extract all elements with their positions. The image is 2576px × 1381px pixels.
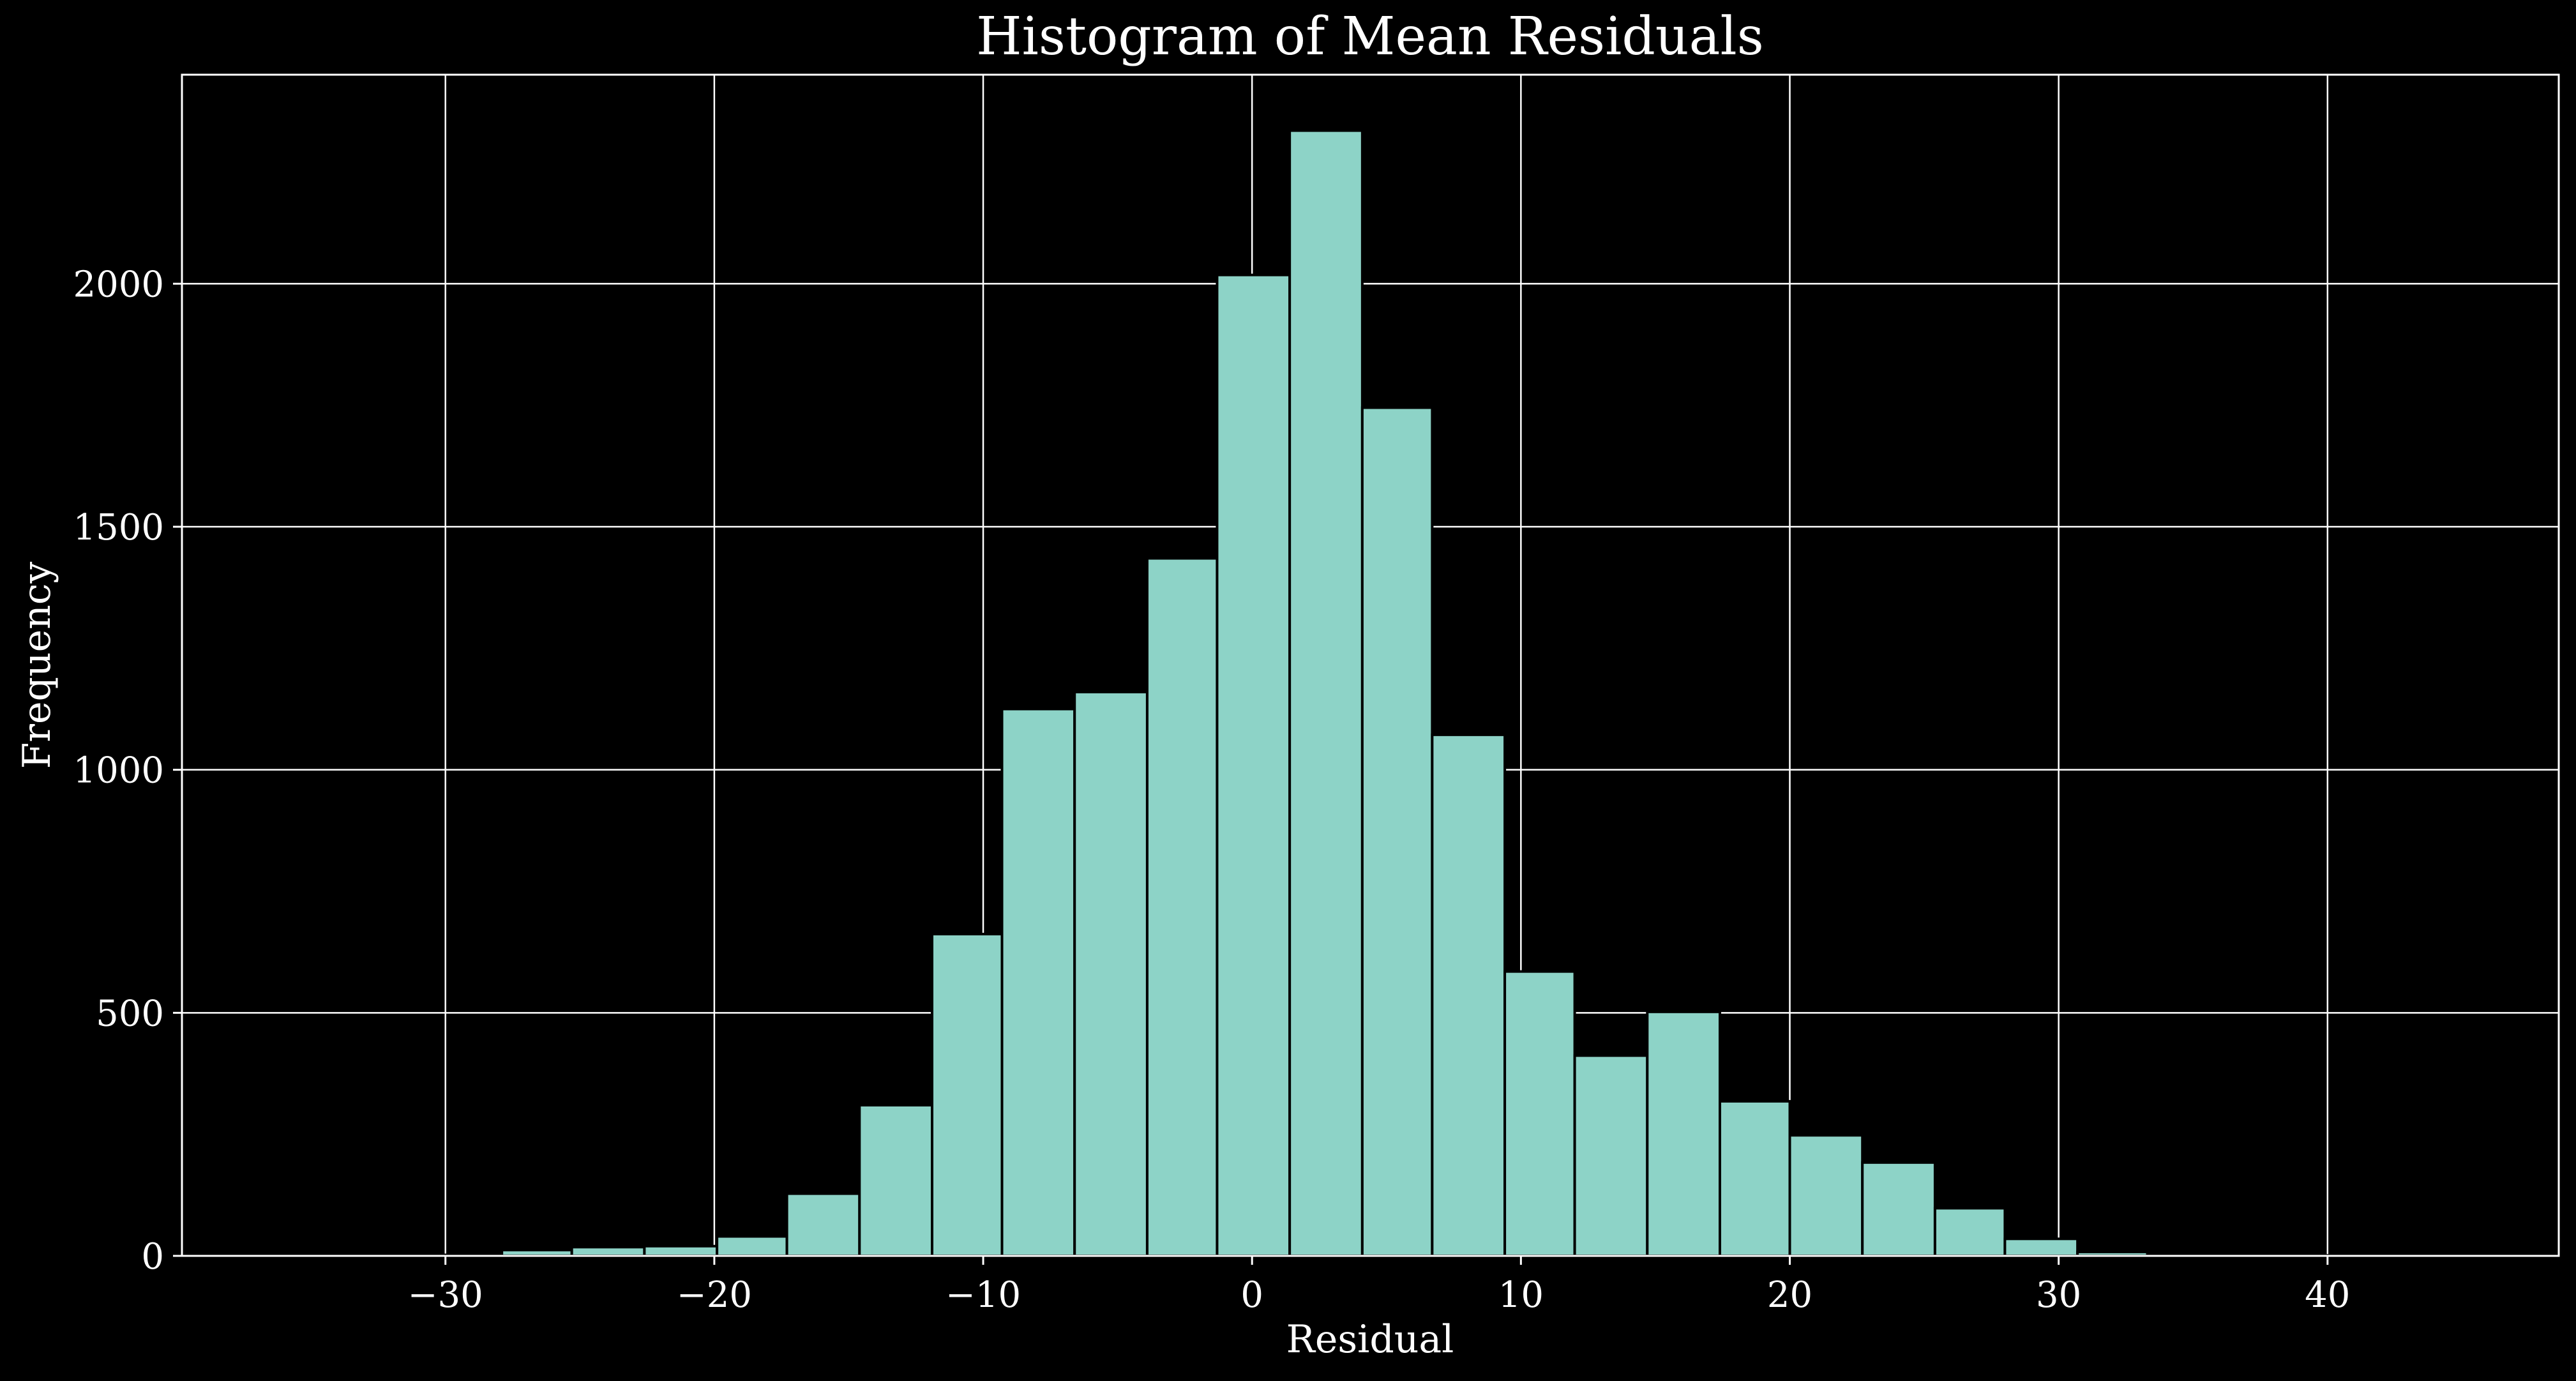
histogram-bar [1145,557,1219,1258]
histogram-bar [643,1244,719,1258]
y-tick-label: 0 [141,1236,164,1278]
y-tick-label: 500 [96,993,164,1034]
histogram-bar [858,1103,934,1258]
y-tick-label: 1000 [73,750,164,792]
histogram-bar [1788,1134,1864,1257]
x-tick-label: −30 [408,1274,483,1316]
histogram-bar [1431,733,1507,1257]
y-axis-ticks: 0 500 1000 1500 2000 [73,264,182,1278]
histogram-bar [716,1235,788,1258]
histogram-bar [1216,273,1292,1257]
histogram-bar [1000,707,1076,1258]
x-tick-label: 0 [1240,1274,1263,1316]
x-tick-label: 10 [1498,1274,1544,1316]
chart-title: Histogram of Mean Residuals [976,6,1764,67]
histogram-bars [285,129,2437,1258]
histogram-bar [1719,1099,1791,1258]
histogram-bar [2003,1237,2079,1257]
histogram-bar [1573,1054,1649,1257]
histogram-bar [1073,690,1149,1257]
x-axis-ticks: −30 −20 −10 0 10 20 30 40 [408,1256,2350,1316]
histogram-bar [570,1246,646,1257]
x-tick-label: 30 [2036,1274,2081,1316]
y-axis-label: Frequency [15,562,59,769]
y-tick-label: 2000 [73,264,164,305]
x-tick-label: −10 [945,1274,1021,1316]
histogram-bar [785,1192,861,1257]
y-tick-label: 1500 [73,507,164,548]
histogram-bar [1861,1161,1936,1257]
histogram-bar [1503,970,1576,1257]
x-tick-label: 20 [1767,1274,1812,1316]
plot-frame [181,73,2560,1257]
x-tick-label: −20 [677,1274,752,1316]
histogram-bar [1933,1207,2007,1258]
histogram-bar [1288,129,1364,1258]
x-axis-label: Residual [1286,1317,1454,1362]
histogram-bar [931,933,1004,1257]
x-tick-label: 40 [2305,1274,2350,1316]
histogram-bar [1360,406,1434,1257]
histogram-bar [1646,1010,1722,1258]
